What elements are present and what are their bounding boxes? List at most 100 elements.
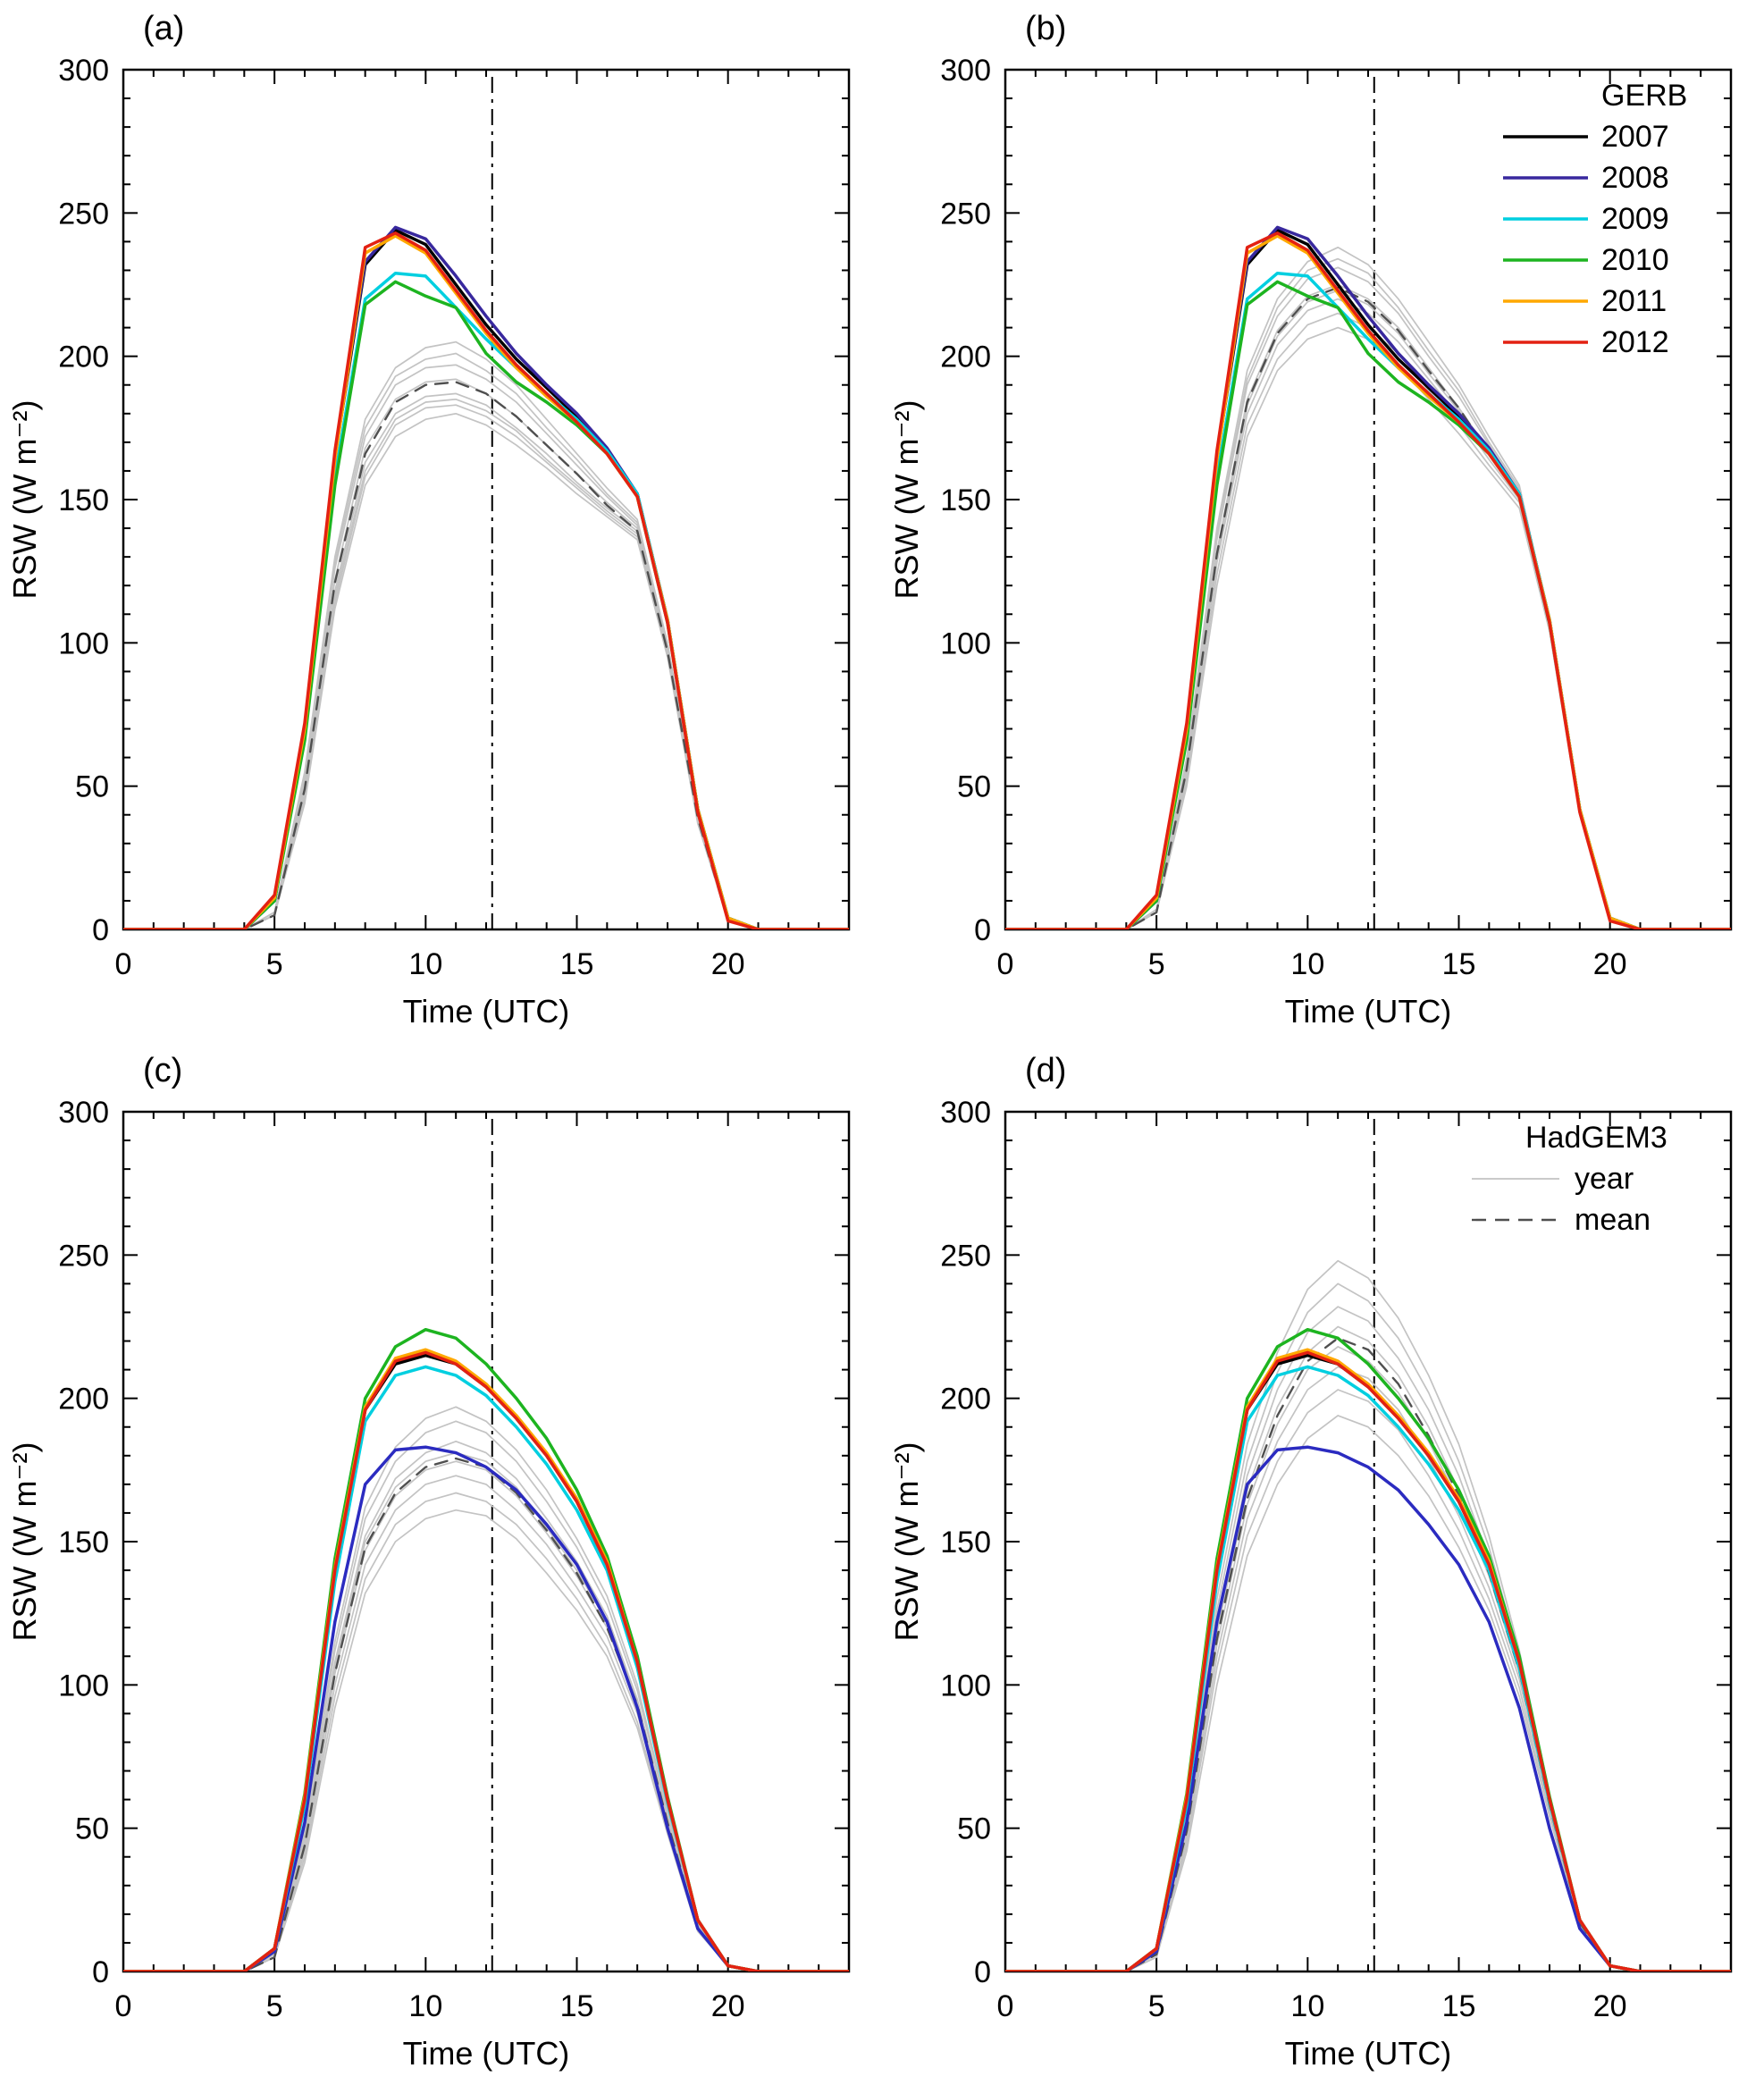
x-axis-label: Time (UTC) [403, 2035, 570, 2072]
series-2008-line [1005, 1445, 1731, 1972]
series-gerb-2012-line [1005, 231, 1731, 929]
panel-b-chart: (b) 0 5 10 15 20 0 50 100 150 200 250 300 Time (UTC) R… [882, 0, 1764, 1042]
y-tick-label: 50 [957, 770, 991, 804]
x-tick-label: 10 [1290, 1989, 1324, 2023]
series-hadgem3-member-6-line [123, 1509, 849, 1972]
y-tick-label: 150 [58, 1526, 109, 1560]
x-tick-label: 15 [1442, 947, 1476, 981]
series-gerb-2012-line [123, 231, 849, 929]
series-hadgem3-member-3-line [1005, 1306, 1731, 1972]
y-tick-label: 250 [58, 1239, 109, 1273]
y-tick-label: 250 [940, 197, 991, 231]
y-tick-label: 300 [58, 1096, 109, 1130]
y-tick-label: 200 [58, 340, 109, 374]
series-hadgem3-member-3-line [123, 378, 849, 929]
legend-item-label: 2008 [1601, 161, 1669, 195]
legend-item-label: 2011 [1601, 284, 1667, 318]
series-hadgem3-member-6-line [1005, 1366, 1731, 1972]
y-tick-label: 150 [940, 483, 991, 517]
panel-d-chart: (d) 0 5 10 15 20 0 50 100 150 200 250 300 Time (UTC) R… [882, 1042, 1764, 2084]
x-tick-label: 5 [1148, 947, 1165, 981]
series-hadgem3-member-8-line [1005, 257, 1731, 929]
y-tick-label: 100 [58, 1669, 109, 1702]
y-tick-label: 50 [75, 770, 109, 804]
y-tick-label: 250 [940, 1239, 991, 1273]
y-tick-label: 0 [92, 913, 109, 947]
legend-item-label: 2007 [1601, 120, 1669, 154]
panel-label: (c) [143, 1052, 182, 1089]
series-2007-line [1005, 1353, 1731, 1972]
series-hadgem3-member-7-line [1005, 1389, 1731, 1972]
series-hadgem3-member-1-line [123, 1420, 849, 1972]
x-tick-label: 15 [1442, 1989, 1476, 2023]
legend-item-label: year [1575, 1162, 1634, 1196]
series-2010-line [1005, 1327, 1731, 1972]
y-tick-label: 0 [92, 1955, 109, 1989]
series-hadgem3-member-8-line [123, 352, 849, 929]
series-hadgem3-member-4-line [1005, 1325, 1731, 1972]
y-tick-label: 300 [940, 54, 991, 88]
series-hadgem3-member-4-line [1005, 298, 1731, 929]
series-gerb-2009-line [123, 271, 849, 929]
y-axis-label: RSW (W m⁻²) [6, 1442, 43, 1642]
y-tick-label: 200 [940, 1383, 991, 1417]
y-tick-label: 100 [940, 626, 991, 660]
y-axis-label: RSW (W m⁻²) [6, 400, 43, 600]
y-tick-label: 150 [58, 483, 109, 517]
series-hadgem3-member-7-line [123, 1451, 849, 1972]
x-tick-label: 5 [266, 947, 283, 981]
legend-item-label: 2010 [1601, 243, 1669, 277]
series-hadgem3-member-7-line [123, 398, 849, 929]
legend-title: GERB [1601, 79, 1687, 113]
legend-item-label: mean [1575, 1203, 1651, 1237]
x-tick-label: 10 [408, 947, 442, 981]
panel-label: (b) [1025, 10, 1066, 47]
x-tick-label: 0 [115, 947, 132, 981]
y-tick-label: 100 [58, 626, 109, 660]
x-tick-label: 5 [266, 1989, 283, 2023]
series-hadgem3-member-6-line [123, 412, 849, 929]
series-hadgem3-mean-line [1005, 1337, 1731, 1972]
series-hadgem3-member-4-line [123, 1475, 849, 1972]
series-hadgem3-member-8-line [123, 1406, 849, 1972]
y-tick-label: 0 [974, 913, 991, 947]
panel-c-chart: (c) 0 5 10 15 20 0 50 100 150 200 250 300 Time (UTC) R… [0, 1042, 882, 2084]
series-2007-line [123, 1353, 849, 1972]
x-tick-label: 5 [1148, 1989, 1165, 2023]
series-hadgem3-member-2-line [123, 1440, 849, 1972]
x-tick-label: 15 [560, 1989, 594, 2023]
series-gerb-2009-line [1005, 271, 1731, 929]
series-hadgem3-member-1-line [123, 340, 849, 929]
series-2012-line [1005, 1350, 1731, 1972]
series-hadgem3-member-3-line [1005, 283, 1731, 929]
legend-title: HadGEM3 [1525, 1121, 1667, 1155]
series-hadgem3-mean-line [123, 1457, 849, 1972]
series-hadgem3-member-5-line [1005, 312, 1731, 929]
x-axis-label: Time (UTC) [1285, 2035, 1452, 2072]
series-hadgem3-mean-line [1005, 286, 1731, 929]
x-tick-label: 20 [711, 947, 745, 981]
x-tick-label: 10 [408, 1989, 442, 2023]
series-2009-line [1005, 1365, 1731, 1972]
y-tick-label: 100 [940, 1669, 991, 1702]
y-axis-label: RSW (W m⁻²) [888, 1442, 925, 1642]
series-hadgem3-member-3-line [123, 1460, 849, 1972]
series-2009-line [123, 1365, 849, 1972]
series-2012-line [123, 1350, 849, 1972]
x-axis-label: Time (UTC) [1285, 993, 1452, 1030]
series-2010-line [123, 1327, 849, 1972]
y-tick-label: 50 [957, 1812, 991, 1846]
y-tick-label: 300 [58, 54, 109, 88]
x-tick-label: 0 [997, 947, 1014, 981]
series-hadgem3-member-7-line [1005, 290, 1731, 929]
panel-a-chart: (a) 0 5 10 15 20 0 50 100 150 200 250 300 Time (UTC) R… [0, 0, 882, 1042]
x-tick-label: 10 [1290, 947, 1324, 981]
series-hadgem3-member-2-line [123, 364, 849, 929]
y-tick-label: 50 [75, 1812, 109, 1846]
series-hadgem3-member-4-line [123, 392, 849, 929]
series-hadgem3-member-2-line [1005, 266, 1731, 929]
